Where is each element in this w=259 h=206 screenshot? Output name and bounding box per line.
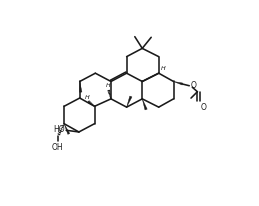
Text: H: H [106,83,110,88]
Polygon shape [64,124,70,134]
Polygon shape [127,96,132,107]
Text: O: O [190,81,196,90]
Text: HO: HO [53,125,65,134]
Text: H: H [84,95,89,100]
Text: OH: OH [52,143,63,152]
Polygon shape [80,82,82,92]
Text: O: O [201,103,207,112]
Polygon shape [174,82,183,85]
Polygon shape [142,99,147,110]
Text: H: H [161,66,166,71]
